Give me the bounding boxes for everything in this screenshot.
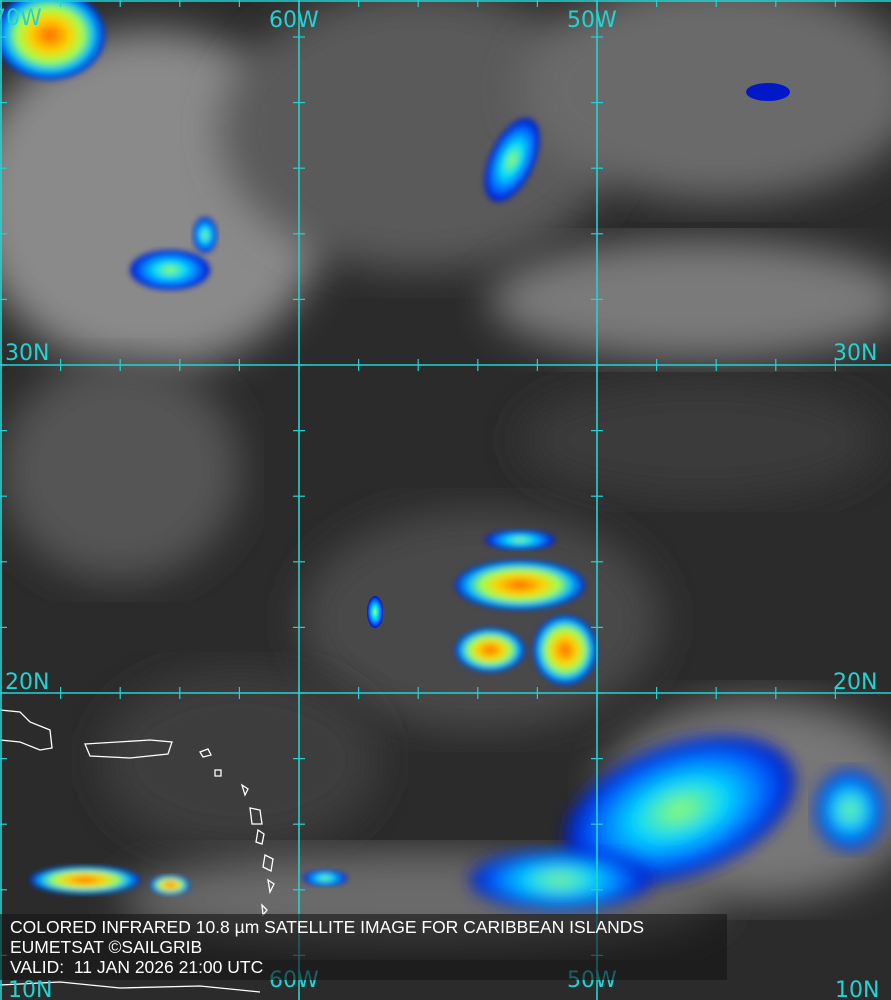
label-20n-right: 20N: [833, 670, 878, 695]
coastline-puerto-rico: [84, 739, 173, 759]
caption-title: COLORED INFRARED 10.8 µm SATELLITE IMAGE…: [10, 917, 645, 937]
image-caption: COLORED INFRARED 10.8 µm SATELLITE IMAGE…: [0, 914, 727, 980]
coastline-south-america: [0, 981, 261, 993]
label-10n-right: 10N: [835, 978, 880, 1000]
caption-valid-time: VALID: 11 JAN 2026 21:00 UTC: [10, 957, 264, 977]
convective-cells: [0, 0, 885, 910]
label-20n-left: 20N: [5, 670, 50, 695]
label-30n-left: 30N: [5, 341, 50, 366]
label-60w-top: 60W: [269, 8, 319, 33]
label-30n-right: 30N: [833, 341, 878, 366]
label-70w-top: 70W: [0, 6, 42, 31]
label-10n-left: 10N: [8, 978, 53, 1000]
tick-marks: [0, 0, 837, 957]
coastline-hispaniola: [0, 709, 53, 751]
label-50w-top: 50W: [567, 8, 617, 33]
coastlines: [0, 709, 275, 993]
coastline-lesser-antilles: [199, 748, 275, 917]
caption-credit: EUMETSAT ©SAILGRIB: [10, 937, 203, 957]
